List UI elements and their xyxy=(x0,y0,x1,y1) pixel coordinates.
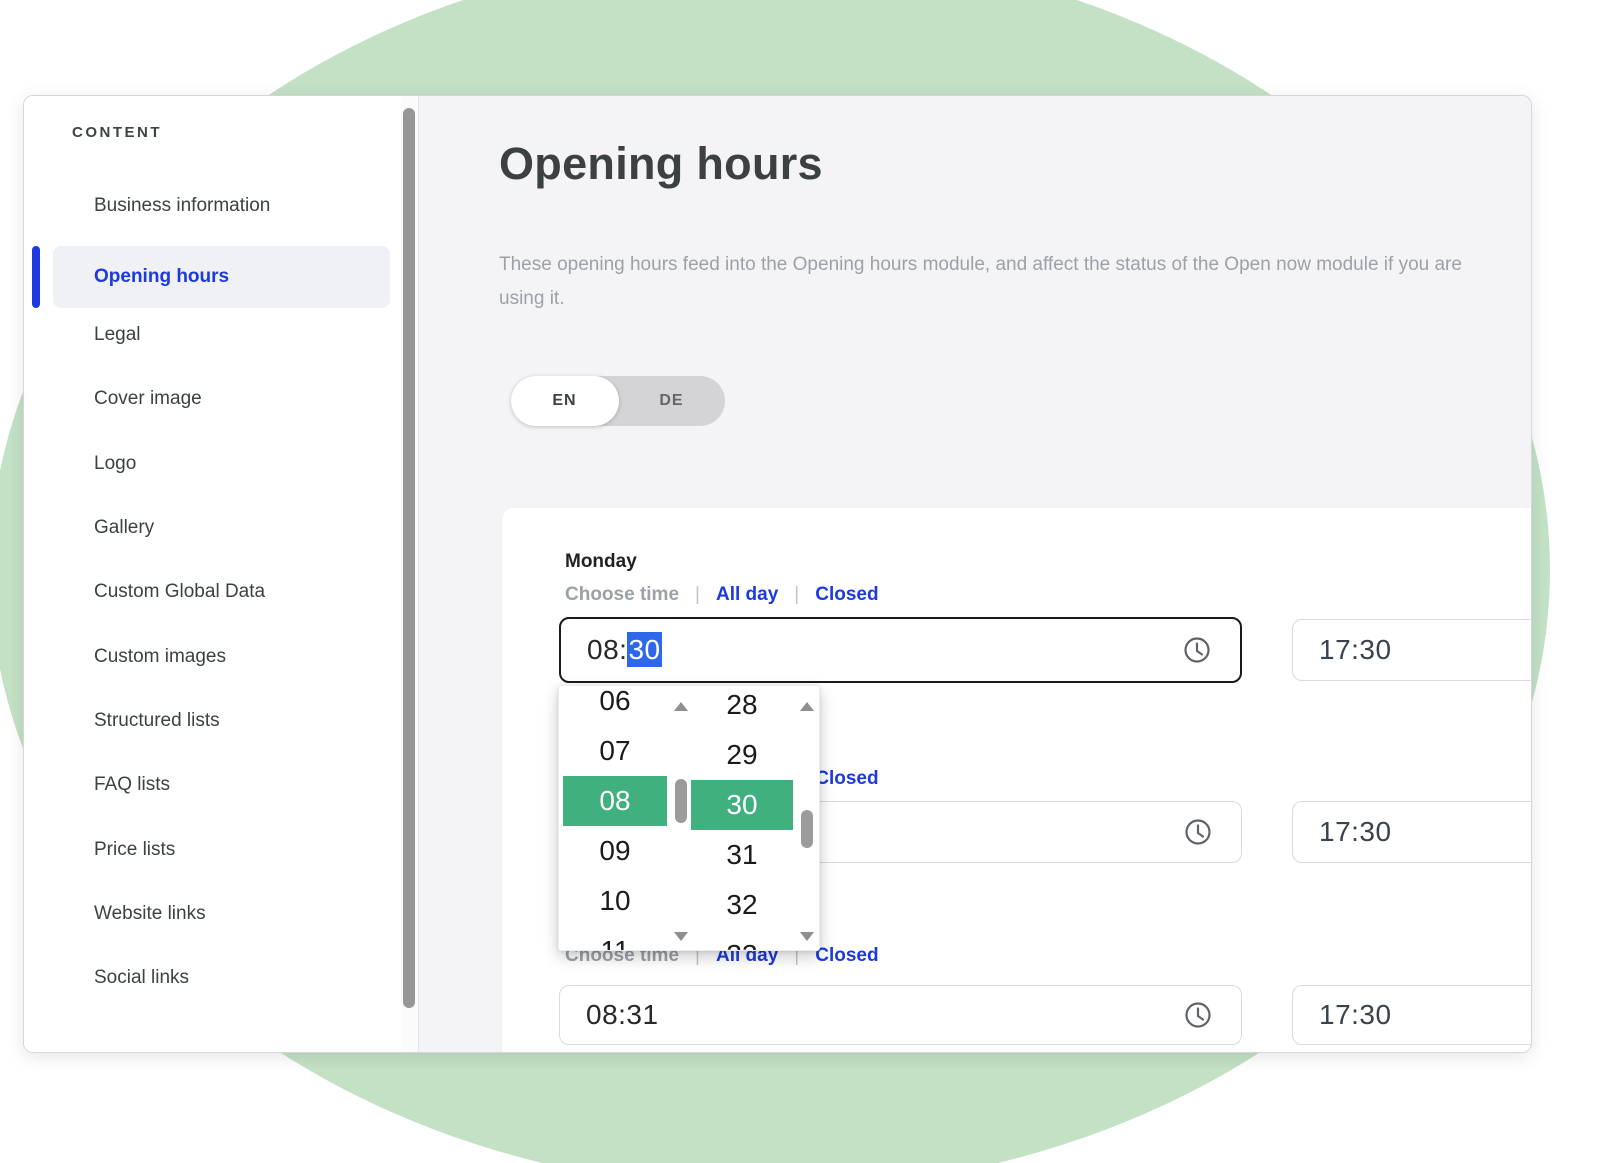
language-toggle-knob xyxy=(511,376,619,426)
hours-scroll-down-icon[interactable] xyxy=(674,932,688,941)
choose-time-link[interactable]: Choose time xyxy=(565,584,680,605)
hour-option[interactable]: 11 xyxy=(600,935,630,951)
closed-link[interactable]: Closed xyxy=(815,768,879,789)
start-time-input-row-3[interactable]: 08:31 xyxy=(559,985,1242,1045)
minutes-scroll-down-icon[interactable] xyxy=(800,932,814,941)
sidebar-item-cover-image[interactable]: Cover image xyxy=(94,388,202,409)
minutes-scroll-up-icon[interactable] xyxy=(800,702,814,711)
page-description: These opening hours feed into the Openin… xyxy=(499,254,1462,309)
sidebar-item-opening-hours[interactable]: Opening hours xyxy=(53,246,390,308)
hour-option-selected[interactable]: 08 xyxy=(563,776,667,826)
page-title: Opening hours xyxy=(499,138,823,189)
time-mode-links-row-1: Choose time | All day | Closed xyxy=(565,584,879,606)
sidebar-item-website-links[interactable]: Website links xyxy=(94,903,206,924)
minute-option-selected[interactable]: 30 xyxy=(691,780,793,830)
sidebar: CONTENT Business information Opening hou… xyxy=(24,96,401,1052)
end-time-value: 17:30 xyxy=(1319,999,1392,1030)
minute-option[interactable]: 28 xyxy=(726,689,758,720)
start-time-value: 08:30 xyxy=(587,632,662,667)
language-toggle[interactable]: EN DE xyxy=(511,376,725,426)
app-window: CONTENT Business information Opening hou… xyxy=(23,95,1532,1053)
hour-option[interactable]: 07 xyxy=(599,735,631,766)
minute-option[interactable]: 33 xyxy=(691,930,793,950)
day-label-monday: Monday xyxy=(565,551,637,572)
hour-option[interactable]: 06 xyxy=(599,685,631,716)
sidebar-scrollbar-thumb[interactable] xyxy=(403,108,415,1008)
language-option-de[interactable]: DE xyxy=(659,392,684,409)
clock-icon[interactable] xyxy=(1183,1000,1213,1030)
sidebar-item-custom-images[interactable]: Custom images xyxy=(94,646,226,667)
minutes-scrollbar-thumb[interactable] xyxy=(801,810,813,848)
sidebar-item-business-information[interactable]: Business information xyxy=(94,195,271,216)
sidebar-scrollbar[interactable] xyxy=(401,96,418,1052)
link-separator: | xyxy=(695,945,700,966)
clock-icon[interactable] xyxy=(1182,635,1212,665)
opening-hours-card: Monday Choose time | All day | Closed 08… xyxy=(502,508,1531,1052)
sidebar-item-social-links[interactable]: Social links xyxy=(94,967,190,988)
end-time-value: 17:30 xyxy=(1319,634,1392,665)
end-time-value: 17:30 xyxy=(1319,816,1392,847)
link-separator: | xyxy=(794,945,800,966)
hour-option[interactable]: 09 xyxy=(599,835,631,866)
sidebar-item-gallery[interactable]: Gallery xyxy=(94,517,155,538)
sidebar-item-faq-lists[interactable]: FAQ lists xyxy=(94,774,171,795)
main-content: Opening hours These opening hours feed i… xyxy=(418,96,1531,1052)
minute-option[interactable]: 32 xyxy=(726,889,758,920)
all-day-link[interactable]: All day xyxy=(715,584,779,605)
start-time-input-row-1[interactable]: 08:30 xyxy=(559,617,1242,683)
hours-scroll-up-icon[interactable] xyxy=(674,702,688,711)
sidebar-item-logo[interactable]: Logo xyxy=(94,453,137,474)
sidebar-section-label: CONTENT xyxy=(72,124,162,141)
start-time-value: 08:31 xyxy=(586,999,659,1030)
clock-icon[interactable] xyxy=(1183,817,1213,847)
sidebar-item-structured-lists[interactable]: Structured lists xyxy=(94,710,220,731)
closed-link[interactable]: Closed xyxy=(815,945,879,966)
minute-option[interactable]: 31 xyxy=(726,839,758,870)
closed-link[interactable]: Closed xyxy=(815,584,879,605)
hour-option[interactable]: 10 xyxy=(599,885,631,916)
hours-scrollbar-thumb[interactable] xyxy=(675,779,687,823)
end-time-input-row-2[interactable]: 17:30 xyxy=(1292,801,1531,863)
selected-time-text: 30 xyxy=(627,632,662,667)
minute-option[interactable]: 29 xyxy=(726,739,758,770)
active-item-indicator xyxy=(32,246,40,308)
end-time-input-row-3[interactable]: 17:30 xyxy=(1292,985,1531,1045)
time-picker-dropdown: 06 07 08 09 10 11 28 29 30 31 32 33 xyxy=(558,685,820,951)
end-time-input-row-1[interactable]: 17:30 xyxy=(1292,619,1531,681)
sidebar-item-custom-global-data[interactable]: Custom Global Data xyxy=(94,581,266,602)
link-separator: | xyxy=(695,584,700,605)
sidebar-item-price-lists[interactable]: Price lists xyxy=(94,839,176,860)
link-separator: | xyxy=(794,584,800,605)
language-option-en[interactable]: EN xyxy=(552,392,577,409)
sidebar-item-legal[interactable]: Legal xyxy=(94,324,141,345)
